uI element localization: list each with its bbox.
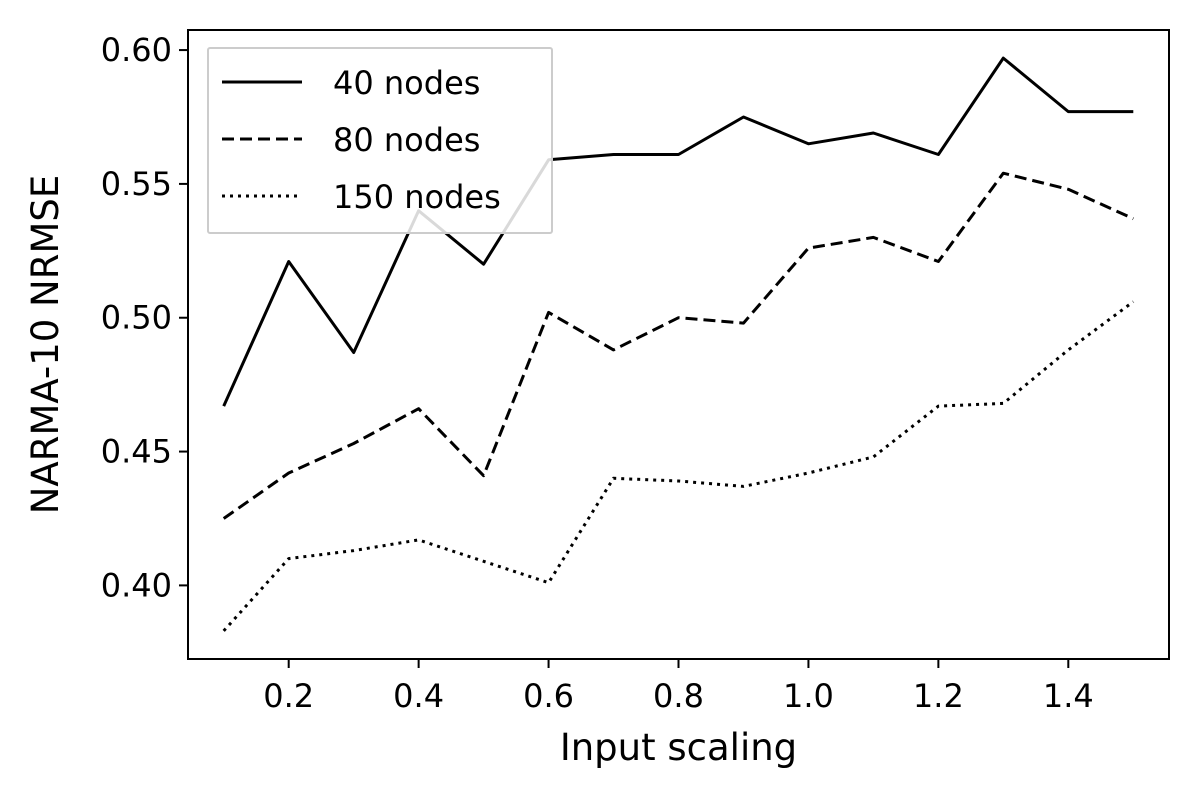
series-line-3 — [222, 300, 1135, 632]
legend-box — [207, 47, 553, 234]
series-line-2 — [222, 171, 1134, 520]
x-tick-label: 0.8 — [653, 677, 704, 715]
y-tick-label: 0.60 — [101, 31, 172, 69]
y-tick-label: 0.45 — [101, 433, 172, 471]
x-tick-label: 0.6 — [523, 677, 574, 715]
y-tick-label: 0.50 — [101, 299, 172, 337]
y-axis-label: NARMA-10 NRMSE — [24, 175, 67, 515]
legend-label-1: 40 nodes — [333, 64, 480, 102]
series-line-1 — [222, 56, 1134, 407]
y-axis-ticks: 0.40 0.45 0.50 0.55 0.60 — [101, 31, 188, 604]
y-tick-label: 0.40 — [101, 566, 172, 604]
x-tick-label: 0.2 — [263, 677, 314, 715]
y-tick-label: 0.55 — [101, 165, 172, 203]
x-axis-ticks: 0.2 0.4 0.6 0.8 1.0 1.2 1.4 — [263, 659, 1094, 715]
legend-label-2: 80 nodes — [333, 121, 480, 159]
x-axis-label: Input scaling — [560, 726, 797, 769]
legend-label-3: 150 nodes — [333, 178, 501, 216]
series-layer — [222, 56, 1135, 632]
x-tick-label: 1.0 — [783, 677, 834, 715]
x-tick-label: 0.4 — [393, 677, 444, 715]
x-tick-label: 1.4 — [1043, 677, 1094, 715]
legend: 40 nodes 80 nodes 150 nodes — [207, 47, 553, 234]
x-tick-label: 1.2 — [913, 677, 964, 715]
